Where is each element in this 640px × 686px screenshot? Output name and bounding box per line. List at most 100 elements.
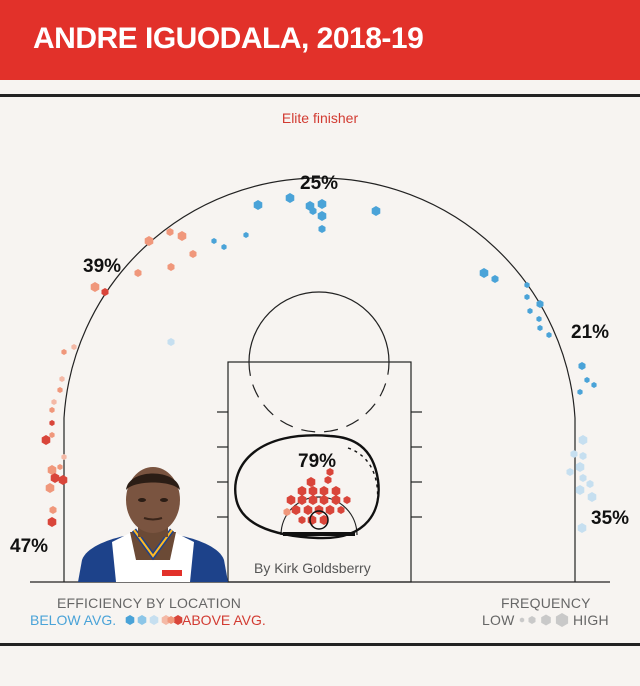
shot-hexagon [166,228,174,236]
shot-hexagon [325,505,335,515]
pct-left-wing: 39% [83,256,122,277]
shot-hexagon [57,464,63,470]
shot-hexagon [491,275,499,283]
shot-hexagon [317,211,327,221]
shot-hexagon [326,468,334,476]
shot-hexagon [575,462,585,472]
legend-above: ABOVE AVG. [182,612,266,628]
byline: By Kirk Goldsberry [254,560,371,576]
title-banner: ANDRE IGUODALA, 2018-19 [0,0,640,80]
shot-hexagon [101,288,109,296]
shot-hexagon [537,325,543,331]
shot-hexagon [566,468,574,476]
shot-hexagon [90,282,100,292]
shot-hexagon [47,517,57,527]
shot-hexagon [283,508,291,516]
shot-hexagon [285,193,295,203]
shot-hexagon [243,232,249,238]
pct-left-corner: 47% [10,536,49,557]
shot-hexagon [536,300,544,308]
shot-hexagon [307,515,317,525]
shot-hexagon [297,486,307,496]
shot-hexagon [125,615,135,625]
shot-hexagon [579,452,587,460]
three-point-arc [63,177,576,582]
shot-hexagon [253,200,263,210]
legend-high: HIGH [573,612,609,628]
shot-hexagon [298,516,306,524]
shot-hexagon [308,495,318,505]
shot-hexagon [317,199,327,209]
shot-hexagon [586,480,594,488]
shot-hexagon [286,495,296,505]
shot-hexagon [144,236,154,246]
shot-hexagon [167,338,175,346]
shot-hexagon [71,344,77,350]
shot-hexagon [161,615,171,625]
shot-hexagon [343,496,351,504]
chart-title: ANDRE IGUODALA, 2018-19 [33,22,424,55]
shot-hexagon [137,615,147,625]
shot-hexagon [51,399,57,405]
shot-hexagon [575,485,585,495]
shot-hexagon [57,387,63,393]
shot-hexagon [45,483,55,493]
shot-hexagon [319,515,329,525]
shot-hexagon [527,308,533,314]
legend-low: LOW [482,612,515,628]
shot-hexagon [319,495,329,505]
shot-hexagon [578,435,588,445]
legend-below: BELOW AVG. [30,612,117,628]
shot-hexagon [49,407,55,413]
shot-hexagon [297,495,307,505]
shot-hexagon [149,615,159,625]
shot-hexagon [584,377,590,383]
player-headshot [72,460,234,582]
pct-top: 25% [300,173,339,194]
free-throw-circle-bottom [248,361,390,433]
restricted-arc [280,496,358,536]
shot-hexagon [134,269,142,277]
shot-hexagon [308,486,318,496]
shot-hexagon [49,432,55,438]
shot-hexagon [167,616,175,624]
shot-hexagon [570,450,578,458]
shot-hexagon [49,506,57,514]
top-rule [0,94,640,97]
free-throw-circle-top [248,291,390,363]
shot-hexagon [555,613,569,627]
shot-hexagon [324,476,332,484]
shot-hexagon [479,268,489,278]
bottom-rule [0,643,640,646]
legend-frequency-title: FREQUENCY [501,595,591,611]
shot-hexagon [314,505,324,515]
shot-hexagon [177,231,187,241]
pct-right-corner: 35% [591,508,630,529]
shot-hexagon [167,263,175,271]
shot-hexagon [579,474,587,482]
shot-hexagon [337,506,345,514]
shot-hexagon [306,477,316,487]
shot-hexagon [221,244,227,250]
shot-hexagon [524,294,530,300]
pct-restricted-area: 79% [298,451,337,472]
shot-hexagon [61,454,67,460]
chart-subtitle: Elite finisher [281,110,359,126]
shot-hexagons [41,193,597,533]
pct-right-wing: 21% [571,322,610,343]
shot-hexagon [524,282,530,288]
shot-hexagon [371,206,381,216]
legend-hexagons [125,613,569,627]
shot-hexagon [577,523,587,533]
shot-hexagon [591,382,597,388]
shot-hexagon [528,616,536,624]
shot-hexagon [541,614,551,626]
shot-hexagon [291,505,301,515]
shot-hexagon [41,435,51,445]
shot-hexagon [189,250,197,258]
shot-hexagon [173,615,183,625]
shot-hexagon [578,362,586,370]
shot-hexagon [319,486,329,496]
shot-hexagon [519,617,525,623]
